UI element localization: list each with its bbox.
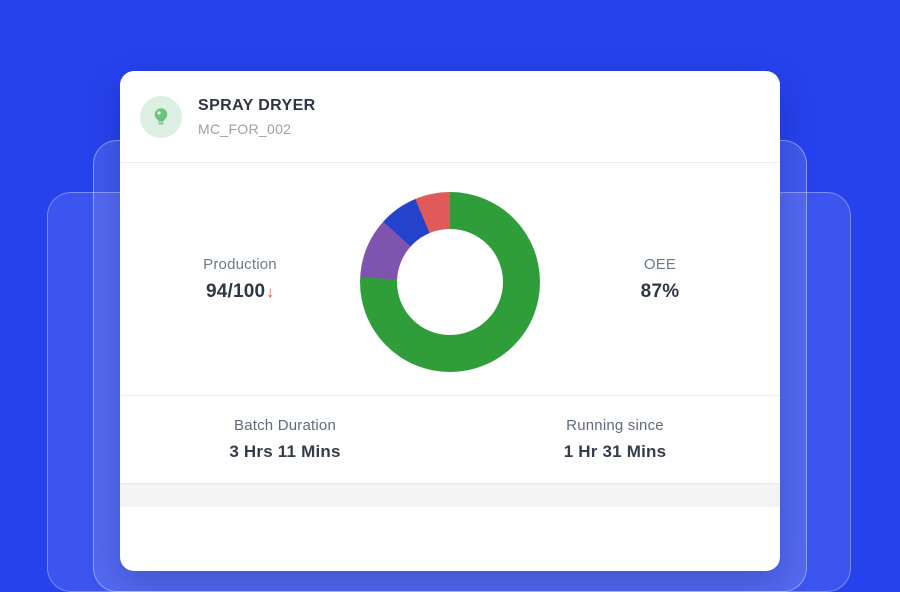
machine-title: SPRAY DRYER <box>198 96 316 114</box>
production-count: 94/100 <box>205 280 266 302</box>
machine-status-donut-chart[interactable] <box>360 192 540 372</box>
machine-id: MC_FOR_002 <box>198 120 292 137</box>
batch-duration-label: Batch Duration <box>233 417 337 434</box>
header-text: SPRAY DRYER MC_FOR_002 <box>198 97 316 137</box>
trend-down-arrow-icon: ↓ <box>266 283 275 301</box>
donut-hole <box>397 229 503 335</box>
production-label: Production <box>203 255 277 273</box>
oee-stat: OEE 87% <box>540 256 780 303</box>
machine-icon-badge <box>140 95 182 138</box>
batch-duration-value: 3 Hrs 11 Mins <box>229 442 341 461</box>
card-header: SPRAY DRYER MC_FOR_002 <box>120 71 780 163</box>
lightbulb-icon <box>154 107 168 125</box>
production-stat: Production 94/100↓ <box>120 256 360 303</box>
running-since-stat: Running since 1 Hr 31 Mins <box>450 417 780 462</box>
running-since-label: Running since <box>566 417 664 434</box>
oee-value: 87% <box>640 280 680 302</box>
running-since-value: 1 Hr 31 Mins <box>563 442 667 461</box>
card-body: Production 94/100↓ OEE 87% <box>120 163 780 395</box>
batch-duration-stat: Batch Duration 3 Hrs 11 Mins <box>120 417 450 462</box>
card-footer: Batch Duration 3 Hrs 11 Mins Running sin… <box>120 395 780 483</box>
card-footer-divider-strip <box>120 483 780 507</box>
machine-status-card[interactable]: SPRAY DRYER MC_FOR_002 Production 94/100… <box>120 71 780 571</box>
oee-label: OEE <box>643 255 677 273</box>
production-value: 94/100↓ <box>120 281 360 303</box>
